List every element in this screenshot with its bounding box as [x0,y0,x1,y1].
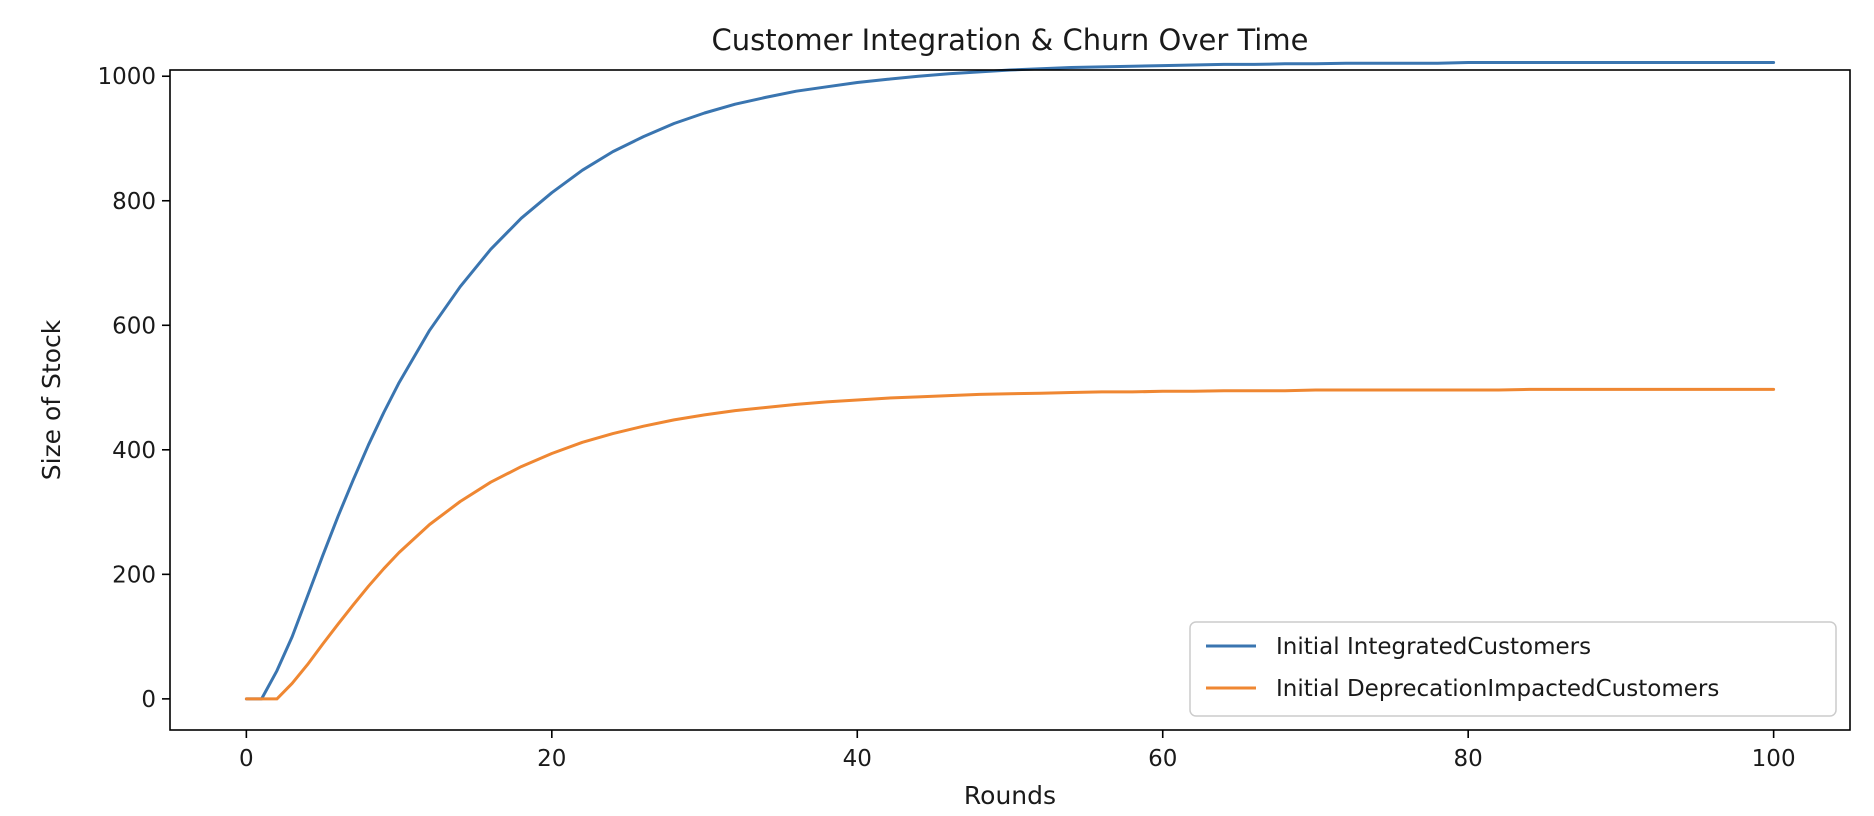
x-axis: 0 20 40 60 80 100 [239,730,1796,772]
plot-area: 0 20 40 60 80 100 0 200 400 600 800 1000 [97,61,1851,772]
y-axis: 0 200 400 600 800 1000 [97,64,170,713]
y-tick-label: 800 [112,189,156,215]
x-tick-label: 80 [1454,746,1483,772]
legend-label-deprecation: Initial DeprecationImpactedCustomers [1276,676,1719,702]
legend-box [1189,621,1837,717]
y-tick-label: 400 [112,438,156,464]
legend: Initial IntegratedCustomers Initial Depr… [1189,621,1837,717]
y-tick-label: 600 [112,313,156,339]
y-tick-label: 1000 [97,64,156,90]
series-line-integrated [244,61,1776,701]
chart-title: Customer Integration & Churn Over Time [712,23,1309,57]
x-tick-label: 20 [537,746,566,772]
x-tick-label: 100 [1752,746,1796,772]
x-tick-label: 60 [1148,746,1177,772]
x-axis-label: Rounds [964,781,1056,810]
x-tick-label: 40 [843,746,872,772]
y-tick-label: 200 [112,562,156,588]
series-line-deprecation [244,387,1776,701]
legend-label-integrated: Initial IntegratedCustomers [1276,634,1591,660]
plot-frame [169,69,1851,731]
y-axis-label: Size of Stock [37,319,66,480]
series-layer [244,61,1776,701]
x-tick-label: 0 [239,746,254,772]
y-tick-label: 0 [141,687,156,713]
